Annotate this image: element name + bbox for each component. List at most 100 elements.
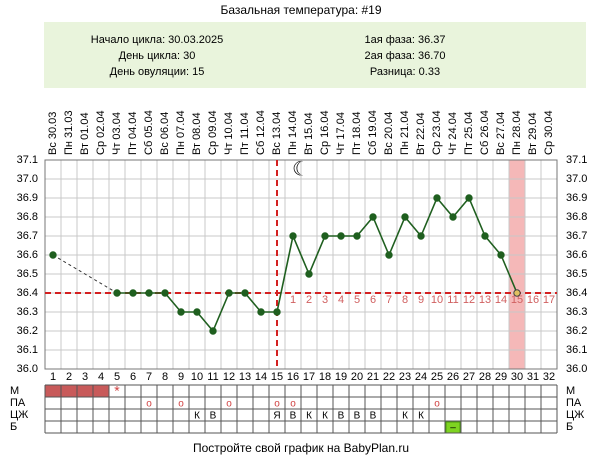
y-tick-label: 36.2 (17, 325, 38, 337)
info-text: 1ая фаза: 36.37 (364, 34, 445, 46)
date-label: Ср 09.04 (207, 110, 219, 155)
y-tick-label: 36.3 (17, 306, 38, 318)
luteal-day-label: 16 (527, 294, 539, 306)
luteal-day-label: 13 (479, 294, 491, 306)
date-label: Пн 07.04 (175, 110, 187, 155)
date-label: Пт 04.04 (127, 111, 139, 155)
luteal-day-label: 1 (290, 294, 296, 306)
date-label: Сб 26.04 (479, 110, 491, 155)
row-label-right: Б (566, 421, 573, 433)
y-tick-label-right: 37.1 (566, 154, 587, 166)
luteal-day-label: 9 (418, 294, 424, 306)
x-tick-label: 26 (447, 371, 459, 383)
x-tick-label: 22 (383, 371, 395, 383)
data-point (145, 289, 153, 297)
y-tick-label-right: 36.8 (566, 211, 587, 223)
cell-mark: о (290, 399, 296, 410)
info-text: 2ая фаза: 36.70 (364, 50, 445, 62)
today-highlight (509, 160, 525, 369)
data-point (417, 232, 425, 240)
x-tick-label: 3 (82, 371, 88, 383)
row-label: ПА (10, 397, 26, 409)
luteal-day-label: 7 (386, 294, 392, 306)
date-label: Вт 08.04 (191, 112, 203, 155)
date-label: Вт 15.04 (303, 112, 315, 155)
data-point (273, 308, 281, 316)
y-tick-label-right: 36.2 (566, 325, 587, 337)
cell-mark: В (370, 411, 377, 422)
luteal-day-label: 11 (447, 294, 458, 306)
date-label: Пн 21.04 (399, 110, 411, 155)
info-box (44, 22, 586, 88)
data-point (289, 232, 297, 240)
x-tick-label: 19 (335, 371, 347, 383)
cell-mark: В (354, 411, 361, 422)
data-point (369, 213, 377, 221)
data-point (129, 289, 137, 297)
data-point (481, 232, 489, 240)
x-tick-label: 15 (271, 371, 283, 383)
data-point (337, 232, 345, 240)
x-tick-label: 27 (463, 371, 475, 383)
cell-mark: В (210, 411, 217, 422)
date-label: Ср 02.04 (95, 110, 107, 155)
y-tick-label-right: 36.7 (566, 230, 587, 242)
data-point (353, 232, 361, 240)
y-tick-label: 36.9 (17, 192, 38, 204)
data-point (193, 308, 201, 316)
date-label: Ср 30.04 (543, 110, 555, 155)
data-point (305, 270, 313, 278)
y-tick-label: 36.7 (17, 230, 38, 242)
y-tick-label: 37.1 (17, 154, 38, 166)
date-label: Ср 16.04 (319, 110, 331, 155)
x-tick-label: 24 (415, 371, 427, 383)
info-text: День овуляции: 15 (110, 66, 205, 78)
date-label: Вс 30.03 (47, 112, 59, 155)
luteal-day-label: 10 (431, 294, 443, 306)
cell-mark: – (450, 423, 456, 434)
y-tick-label-right: 36.0 (566, 363, 587, 375)
y-tick-label-right: 36.4 (566, 287, 587, 299)
date-label: Сб 05.04 (143, 110, 155, 155)
data-point (497, 251, 505, 259)
data-point (113, 289, 121, 297)
cell-mark: о (274, 399, 280, 410)
cell-mark: В (338, 411, 345, 422)
x-tick-label: 2 (66, 371, 72, 383)
date-label: Чт 24.04 (447, 112, 459, 155)
date-label: Пн 31.03 (63, 110, 75, 155)
date-label: Сб 12.04 (255, 110, 267, 155)
x-tick-label: 5 (114, 371, 120, 383)
cell-mark: * (114, 383, 120, 399)
cell-mark: о (146, 399, 152, 410)
luteal-day-label: 3 (322, 294, 328, 306)
y-tick-label: 36.4 (17, 287, 38, 299)
data-point (177, 308, 185, 316)
row-label-right: ПА (566, 397, 582, 409)
x-tick-label: 10 (191, 371, 203, 383)
data-point (225, 289, 233, 297)
y-tick-label: 36.6 (17, 249, 38, 261)
date-label: Чт 03.04 (111, 112, 123, 155)
y-tick-label: 36.1 (17, 344, 38, 356)
menstruation-cell (45, 385, 61, 397)
date-label: Вс 27.04 (495, 112, 507, 155)
x-tick-label: 12 (223, 371, 235, 383)
x-tick-label: 9 (178, 371, 184, 383)
y-tick-label-right: 37.0 (566, 173, 587, 185)
y-tick-label: 36.5 (17, 268, 38, 280)
cell-mark: К (418, 411, 424, 422)
menstruation-cell (77, 385, 93, 397)
luteal-day-label: 14 (495, 294, 507, 306)
date-label: Чт 10.04 (223, 112, 235, 155)
cell-mark: К (322, 411, 328, 422)
y-tick-label-right: 36.1 (566, 344, 587, 356)
date-label: Ср 23.04 (431, 110, 443, 155)
luteal-day-label: 2 (306, 294, 312, 306)
y-tick-label-right: 36.9 (566, 192, 587, 204)
x-tick-label: 31 (527, 371, 539, 383)
date-label: Пт 11.04 (239, 112, 251, 155)
luteal-day-label: 15 (511, 294, 523, 306)
y-tick-label: 37.0 (17, 173, 38, 185)
